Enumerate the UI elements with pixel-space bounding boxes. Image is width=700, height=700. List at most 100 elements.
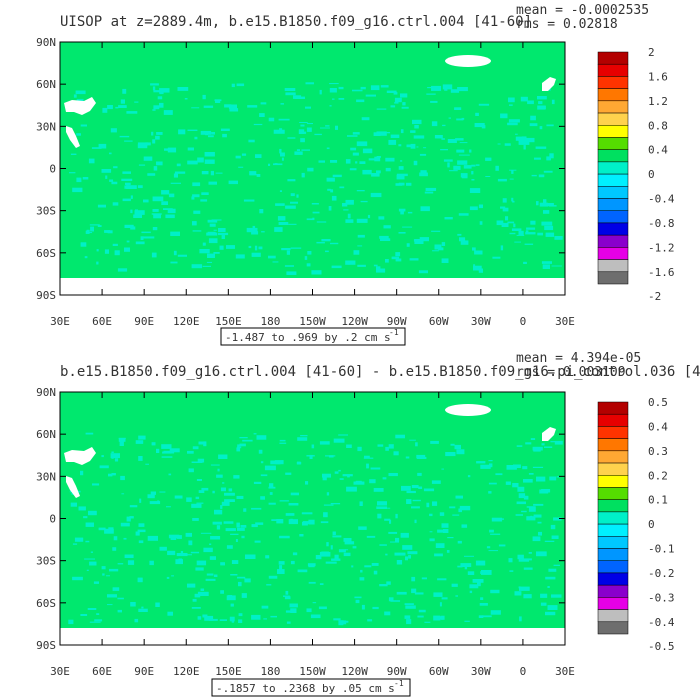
field-cell — [122, 88, 127, 94]
field-cell — [448, 117, 451, 119]
field-cell — [176, 535, 182, 539]
field-cell — [255, 154, 262, 158]
field-cell — [492, 256, 501, 259]
field-cell — [120, 99, 125, 104]
field-cell — [433, 592, 443, 597]
field-cell — [405, 556, 408, 561]
field-cell — [508, 558, 513, 563]
field-cell — [457, 565, 463, 568]
field-cell — [208, 135, 214, 138]
field-cell — [314, 133, 322, 136]
field-cell — [360, 569, 363, 573]
field-cell — [155, 135, 160, 140]
field-cell — [344, 541, 355, 545]
panel-1-rms: rms = 0.02818 — [516, 17, 618, 32]
field-cell — [311, 203, 319, 205]
field-cell — [453, 165, 461, 170]
field-cell — [352, 132, 360, 135]
field-cell — [395, 258, 402, 262]
field-cell — [219, 619, 227, 621]
field-cell — [210, 536, 221, 540]
field-cell — [223, 521, 234, 524]
field-cell — [520, 96, 528, 102]
field-cell — [198, 490, 205, 493]
field-cell — [331, 195, 337, 201]
field-cell — [411, 576, 416, 582]
field-cell — [334, 554, 339, 560]
colorbar-swatch — [597, 487, 629, 500]
field-cell — [161, 444, 172, 449]
field-cell — [98, 527, 106, 531]
colorbar-swatch — [597, 548, 629, 561]
field-cell — [517, 554, 524, 560]
field-cell — [88, 510, 97, 516]
field-cell — [405, 605, 416, 609]
field-cell — [519, 616, 522, 622]
colorbar-swatch — [597, 572, 629, 586]
field-cell — [526, 506, 536, 508]
field-cell — [551, 99, 555, 105]
field-cell — [69, 172, 76, 174]
field-cell — [170, 231, 180, 236]
field-cell — [398, 208, 406, 212]
field-cell — [149, 501, 161, 505]
field-cell — [429, 513, 433, 517]
field-cell — [320, 127, 330, 129]
field-cell — [455, 138, 464, 141]
field-cell — [114, 458, 119, 462]
field-cell — [82, 177, 89, 180]
field-cell — [300, 124, 305, 127]
field-cell — [406, 182, 412, 186]
field-cell — [332, 535, 342, 538]
field-cell — [434, 553, 443, 557]
field-cell — [222, 133, 227, 138]
field-cell — [118, 105, 127, 108]
field-cell — [449, 506, 456, 509]
x-tick-label: 30E — [50, 665, 70, 678]
field-cell — [258, 246, 263, 250]
field-cell — [384, 518, 391, 521]
field-cell — [161, 456, 173, 458]
field-cell — [414, 592, 424, 595]
field-cell — [119, 135, 130, 138]
field-cell — [423, 488, 435, 492]
field-cell — [273, 163, 283, 166]
field-cell — [192, 598, 197, 602]
field-cell — [511, 197, 514, 202]
field-cell — [238, 619, 243, 623]
field-cell — [191, 503, 202, 508]
field-cell — [540, 602, 547, 606]
field-cell — [420, 170, 427, 175]
field-cell — [441, 468, 444, 470]
field-cell — [298, 129, 305, 134]
field-cell — [214, 99, 222, 102]
field-cell — [279, 500, 289, 502]
field-cell — [186, 497, 192, 502]
field-cell — [130, 209, 133, 214]
field-cell — [330, 503, 341, 505]
field-cell — [165, 214, 175, 219]
field-cell — [413, 160, 418, 166]
field-cell — [441, 615, 445, 620]
field-cell — [376, 131, 387, 136]
field-cell — [326, 147, 330, 150]
field-cell — [398, 144, 402, 147]
field-cell — [288, 503, 299, 506]
field-cell — [192, 182, 201, 187]
field-cell — [500, 206, 506, 209]
field-cell — [150, 83, 159, 86]
field-cell — [495, 165, 499, 171]
field-cell — [109, 568, 119, 572]
field-cell — [390, 541, 399, 543]
field-cell — [319, 441, 330, 445]
field-cell — [459, 237, 466, 242]
field-cell — [125, 182, 131, 186]
field-cell — [402, 226, 413, 228]
field-cell — [406, 490, 416, 494]
field-cell — [301, 172, 305, 178]
field-cell — [305, 106, 311, 109]
panel-1-range-frame — [220, 327, 406, 346]
field-cell — [89, 621, 101, 623]
x-tick-label: 180 — [260, 315, 280, 328]
x-tick-label: 120W — [341, 315, 368, 328]
